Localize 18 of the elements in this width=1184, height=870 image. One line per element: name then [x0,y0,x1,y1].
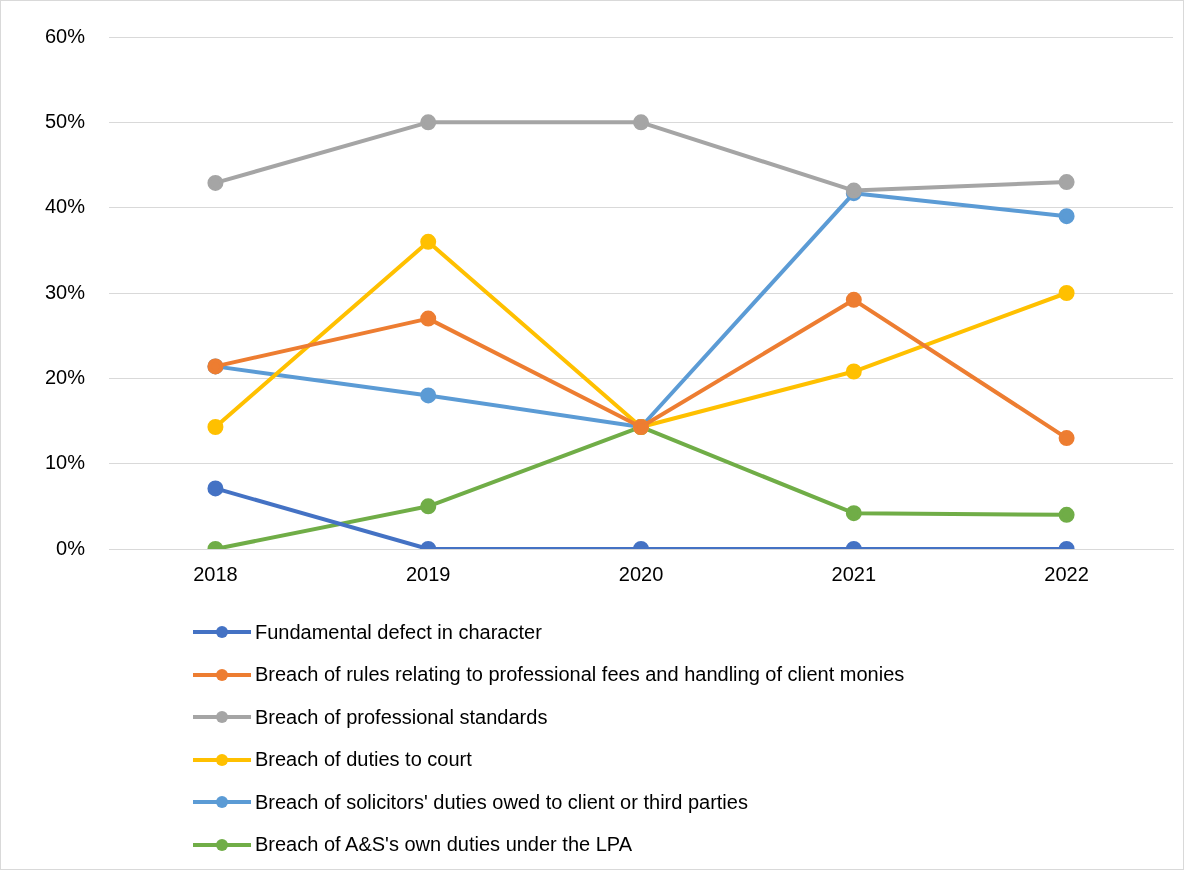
legend-label: Fundamental defect in character [255,620,542,644]
x-tick-label: 2019 [405,562,451,585]
legend-label: Breach of duties to court [255,748,472,772]
y-tick-label: 30% [45,280,86,303]
legend-label: Breach of solicitors' duties owed to client or third parties [255,790,748,814]
y-tick-label: 60% [45,24,86,47]
y-tick-label: 10% [45,451,86,474]
y-tick-label: 50% [45,109,86,132]
x-tick-label: 2021 [831,562,877,585]
legend-label: Breach of A&S's own duties under the LPA [255,833,633,857]
y-tick-label: 20% [45,365,86,388]
legend-label: Breach of professional standards [255,705,548,729]
legend-label: Breach of rules relating to professional fees and handling of client monies [255,663,905,687]
y-tick-label: 0% [56,536,86,559]
y-tick-label: 40% [45,195,86,218]
x-tick-label: 2020 [618,562,664,585]
x-tick-label: 2022 [1044,562,1089,585]
x-tick-label: 2018 [193,562,238,585]
